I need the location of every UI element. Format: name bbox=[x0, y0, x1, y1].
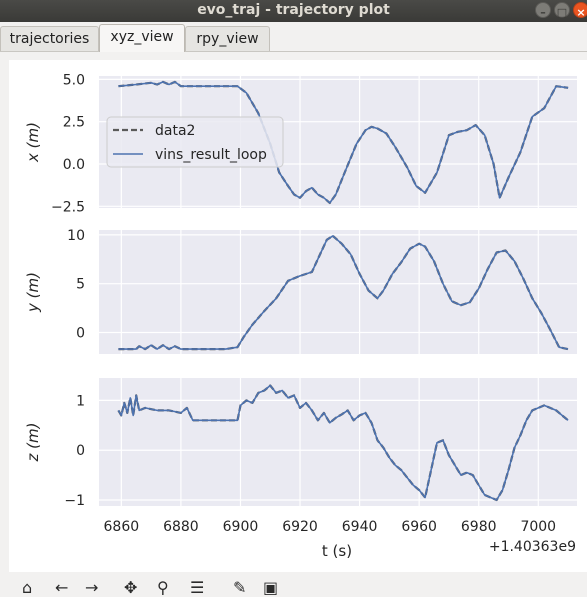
tab-trajectories[interactable]: trajectories bbox=[0, 26, 99, 51]
x-tick-label: 7000 bbox=[520, 519, 556, 535]
forward-icon[interactable]: → bbox=[85, 578, 99, 597]
configure-icon[interactable]: ☰ bbox=[190, 578, 205, 597]
y-tick-label: 10 bbox=[67, 228, 85, 244]
subplot-z: 1 0 −1 z (m) bbox=[24, 378, 577, 509]
series-line-vins-result-loop bbox=[117, 384, 569, 501]
zoom-icon[interactable]: ⚲ bbox=[157, 578, 169, 597]
home-icon[interactable]: ⌂ bbox=[22, 578, 33, 597]
maximize-icon: □ bbox=[556, 6, 568, 19]
y-axis-label: x (m) bbox=[24, 122, 42, 163]
x-axis-label: t (s) bbox=[322, 542, 352, 560]
y-tick-label: 2.5 bbox=[63, 115, 85, 131]
tab-rpy-view[interactable]: rpy_view bbox=[185, 26, 270, 51]
navigation-toolbar: ⌂ ← → ✥ ⚲ ☰ ✎ ▣ bbox=[0, 574, 587, 596]
series-line-vins-result-loop bbox=[118, 81, 569, 204]
subplot-y: 10 5 0 y (m) bbox=[24, 228, 577, 354]
tab-bar: trajectories xyz_view rpy_view bbox=[0, 22, 587, 52]
back-icon[interactable]: ← bbox=[55, 578, 69, 597]
legend-label: data2 bbox=[155, 123, 195, 139]
y-tick-label: 0 bbox=[76, 326, 85, 342]
close-icon: × bbox=[576, 6, 586, 19]
legend: data2 vins_result_loop bbox=[106, 116, 284, 168]
axes-background bbox=[99, 230, 577, 354]
figure-canvas[interactable]: 5.0 2.5 0.0 −2.5 x (m) 10 5 0 y (m) 1 0 −1 z (m) 6860… bbox=[9, 60, 587, 572]
y-tick-label: −1 bbox=[64, 493, 85, 509]
pan-icon[interactable]: ✥ bbox=[124, 578, 138, 597]
x-tick-label: 6980 bbox=[461, 519, 497, 535]
series-line-vins-result-loop bbox=[118, 235, 569, 350]
y-tick-label: 0.0 bbox=[63, 157, 85, 173]
x-tick-label: 6880 bbox=[163, 519, 199, 535]
y-axis-label: z (m) bbox=[24, 423, 42, 463]
x-offset-label: +1.40363e9 bbox=[489, 539, 576, 555]
x-tick-label: 6860 bbox=[104, 519, 140, 535]
x-tick-label: 6900 bbox=[223, 519, 259, 535]
edit-icon[interactable]: ✎ bbox=[233, 578, 247, 597]
y-tick-label: 5.0 bbox=[63, 72, 85, 88]
axes-background bbox=[99, 378, 577, 506]
close-button[interactable]: × bbox=[573, 2, 587, 19]
window-title: evo_traj - trajectory plot bbox=[197, 2, 390, 18]
window-titlebar: evo_traj - trajectory plot – □ × bbox=[0, 0, 587, 22]
x-tick-label: 6960 bbox=[401, 519, 437, 535]
legend-box bbox=[106, 116, 284, 168]
maximize-button[interactable]: □ bbox=[554, 2, 570, 19]
y-tick-label: −2.5 bbox=[51, 199, 85, 215]
save-icon[interactable]: ▣ bbox=[263, 578, 279, 597]
minimize-icon: – bbox=[540, 6, 546, 19]
legend-label: vins_result_loop bbox=[155, 147, 267, 163]
y-tick-label: 1 bbox=[76, 393, 85, 409]
tab-xyz-view[interactable]: xyz_view bbox=[99, 24, 185, 52]
minimize-button[interactable]: – bbox=[535, 2, 551, 19]
y-axis-label: y (m) bbox=[24, 272, 42, 313]
x-tick-label: 6940 bbox=[342, 519, 378, 535]
y-tick-label: 5 bbox=[76, 277, 85, 293]
x-tick-label: 6920 bbox=[282, 519, 318, 535]
y-tick-label: 0 bbox=[76, 443, 85, 459]
